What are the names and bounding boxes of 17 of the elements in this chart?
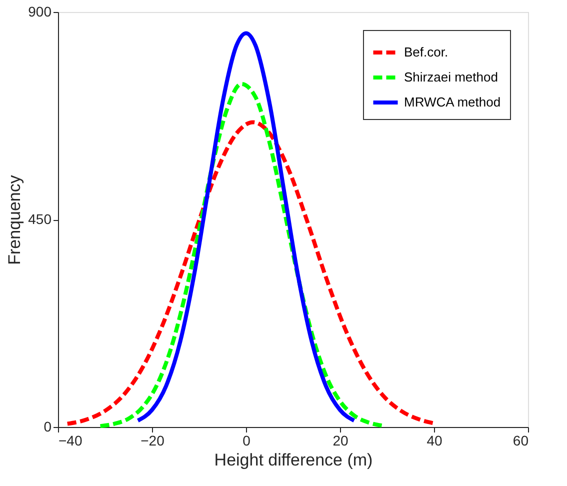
x-tick-label: 60 — [512, 432, 529, 448]
x-tick-label: 0 — [242, 432, 251, 448]
y-tick-label: 450 — [28, 211, 52, 227]
x-tick-label: −20 — [140, 432, 165, 448]
x-tick-label: 40 — [426, 432, 442, 448]
y-tick-label: 900 — [28, 4, 52, 20]
line-series — [98, 82, 384, 428]
legend-label: Bef.cor. — [404, 44, 448, 60]
x-tick-label: 20 — [332, 432, 348, 448]
legend-label: Shirzaei method — [404, 70, 498, 84]
x-tick-label: −40 — [58, 432, 82, 448]
line-series — [65, 120, 436, 426]
y-axis-title: Frenquency — [5, 174, 24, 265]
x-axis-title: Height difference (m) — [214, 450, 373, 470]
legend-label: MRWCA method — [404, 94, 501, 110]
y-tick-label: 0 — [44, 418, 52, 434]
line-series — [136, 31, 356, 423]
